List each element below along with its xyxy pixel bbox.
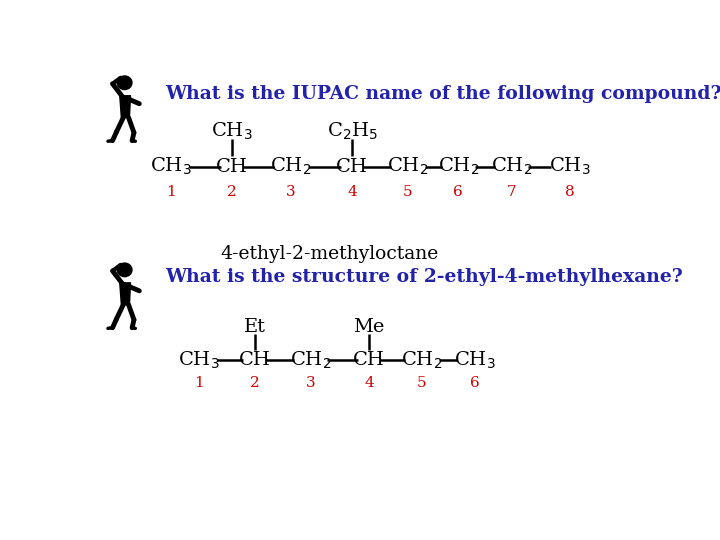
Text: 1: 1 — [194, 376, 204, 390]
Text: 5: 5 — [417, 376, 427, 390]
Text: 3: 3 — [305, 376, 315, 390]
Polygon shape — [120, 283, 130, 305]
Text: C$_{2}$H$_{5}$: C$_{2}$H$_{5}$ — [327, 120, 378, 142]
Text: What is the IUPAC name of the following compound?: What is the IUPAC name of the following … — [166, 85, 720, 103]
Ellipse shape — [117, 263, 132, 276]
Text: 2: 2 — [250, 376, 259, 390]
Text: Me: Me — [354, 318, 384, 336]
Text: CH$_{2}$: CH$_{2}$ — [438, 156, 479, 177]
Text: CH$_{3}$: CH$_{3}$ — [150, 156, 192, 177]
Text: 8: 8 — [565, 185, 575, 199]
Text: 3: 3 — [286, 185, 296, 199]
Text: CH$_{2}$: CH$_{2}$ — [289, 349, 331, 370]
Ellipse shape — [117, 76, 132, 90]
Text: Et: Et — [243, 318, 266, 336]
Text: CH: CH — [238, 351, 271, 369]
Text: 5: 5 — [403, 185, 413, 199]
Text: CH$_{2}$: CH$_{2}$ — [401, 349, 443, 370]
Text: 6: 6 — [454, 185, 463, 199]
Text: CH$_{3}$: CH$_{3}$ — [454, 349, 496, 370]
Text: CH: CH — [353, 351, 385, 369]
Text: What is the structure of 2-ethyl-4-methylhexane?: What is the structure of 2-ethyl-4-methy… — [166, 268, 683, 286]
Text: CH: CH — [216, 158, 248, 176]
Text: CH$_{2}$: CH$_{2}$ — [387, 156, 428, 177]
Text: 4: 4 — [347, 185, 357, 199]
Text: CH$_{2}$: CH$_{2}$ — [270, 156, 312, 177]
Text: 2: 2 — [228, 185, 237, 199]
Text: CH$_{3}$: CH$_{3}$ — [212, 120, 253, 142]
Text: 7: 7 — [506, 185, 516, 199]
Text: CH$_{3}$: CH$_{3}$ — [178, 349, 220, 370]
Text: CH$_{3}$: CH$_{3}$ — [549, 156, 590, 177]
Polygon shape — [120, 96, 130, 118]
Text: 4-ethyl-2-methyloctane: 4-ethyl-2-methyloctane — [221, 245, 439, 263]
Text: CH: CH — [336, 158, 368, 176]
Text: 6: 6 — [470, 376, 480, 390]
Text: CH$_{2}$: CH$_{2}$ — [490, 156, 532, 177]
Text: 1: 1 — [166, 185, 176, 199]
Text: 4: 4 — [364, 376, 374, 390]
